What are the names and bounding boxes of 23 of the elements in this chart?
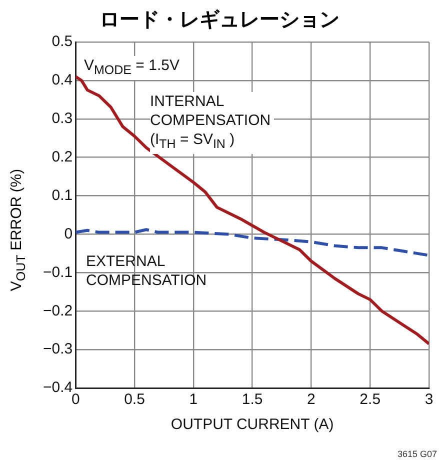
y-tick-label: −0.4 xyxy=(42,379,73,396)
annotation: V$_{MODE}$ = 1.5V xyxy=(84,56,182,80)
x-axis-title: OUTPUT CURRENT (A) xyxy=(170,416,334,434)
y-tick-label: −0.2 xyxy=(42,302,73,320)
y-tick-label: 0.4 xyxy=(52,72,73,89)
y-tick-label: 0.5 xyxy=(52,33,73,50)
x-tick-label: 2 xyxy=(307,391,316,408)
chart-title: ロード・レギュレーション xyxy=(98,6,340,33)
y-tick-label: −0.3 xyxy=(42,340,73,358)
y-tick-label: 0.3 xyxy=(52,110,73,128)
y-tick-label: 0.1 xyxy=(52,186,73,204)
x-tick-label: 2.5 xyxy=(360,391,381,408)
x-tick-label: 3 xyxy=(424,391,434,408)
y-tick-label: −0.1 xyxy=(42,264,73,281)
annotation: EXTERNAL COMPENSATION xyxy=(86,252,207,290)
x-tick-label: 1 xyxy=(189,391,198,408)
y-tick-label: 0 xyxy=(64,225,73,242)
text: 3615 G07 xyxy=(397,448,437,461)
x-tick-label: 0.5 xyxy=(124,391,145,408)
annotation: INTERNAL COMPENSATION (I$_{TH}$ = SV$_{IN}$ ) xyxy=(150,92,274,154)
line-series xyxy=(76,228,429,257)
x-tick-label: 1.5 xyxy=(242,391,263,408)
y-tick-label: 0.2 xyxy=(52,148,73,166)
